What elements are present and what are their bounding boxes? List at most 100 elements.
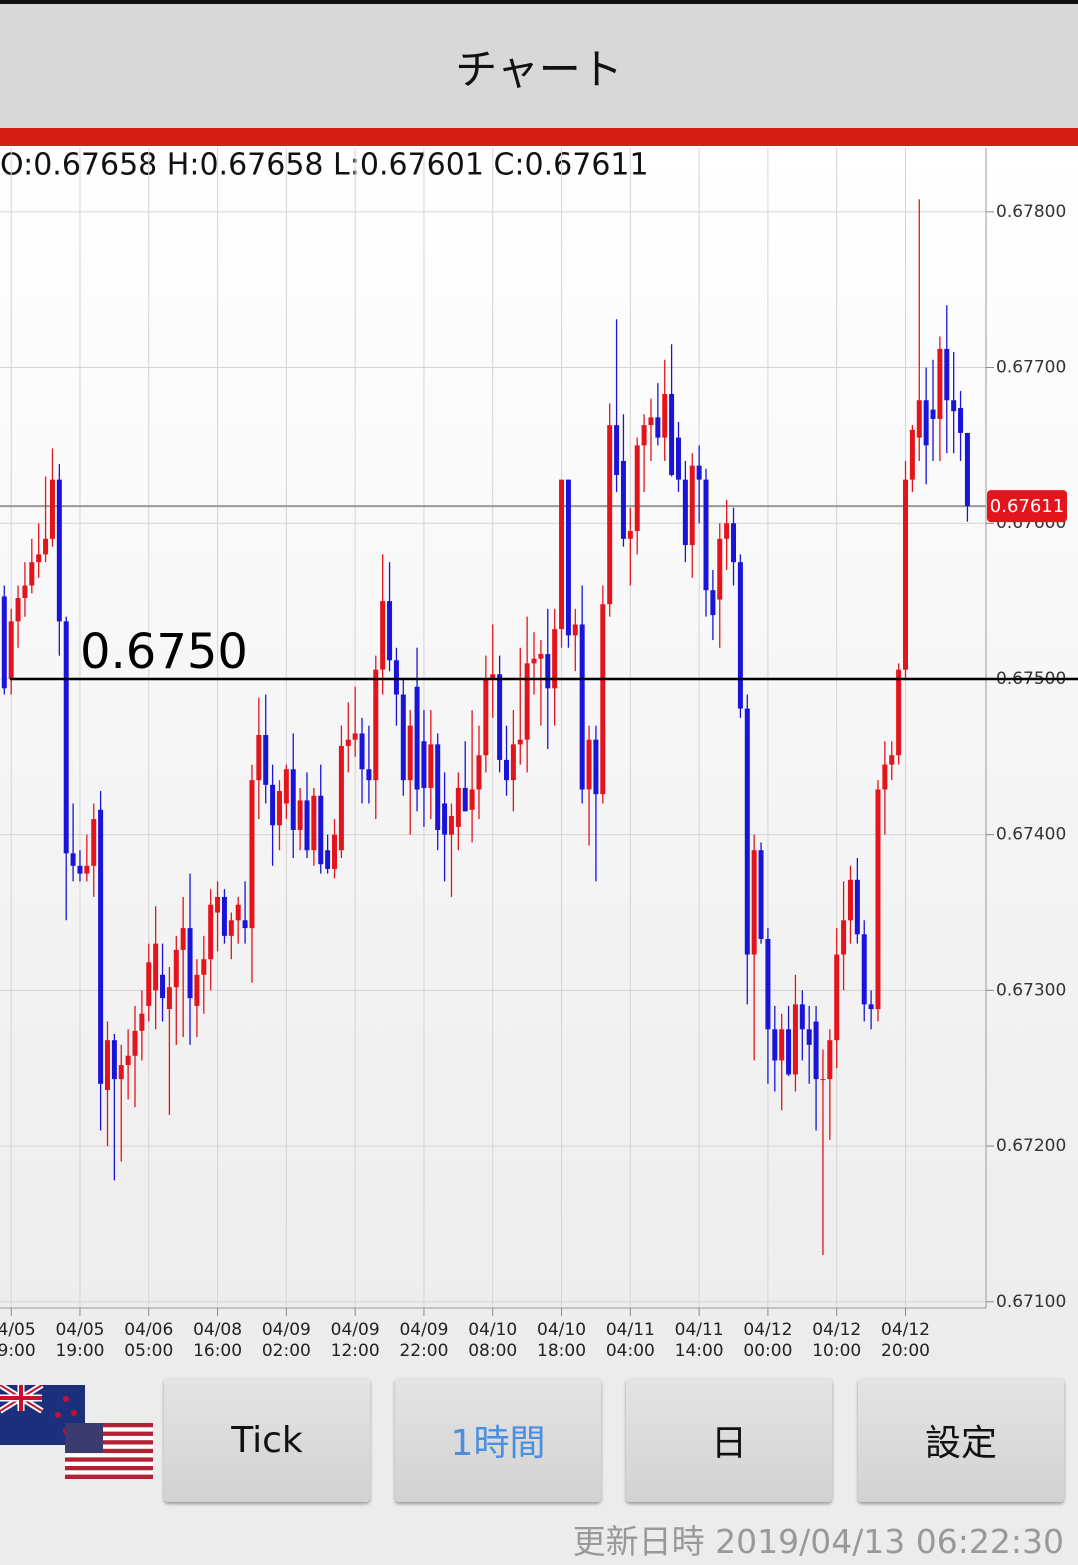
candle-body [552, 629, 558, 689]
candle-body [572, 624, 578, 636]
candle-body [139, 1013, 145, 1031]
x-tick-label: 18:00 [537, 1341, 586, 1361]
candle-body [620, 460, 626, 539]
candle-body [779, 1029, 785, 1061]
candle-body [696, 465, 702, 480]
candle-body [524, 663, 530, 740]
x-tick-label: 10:00 [812, 1341, 861, 1361]
candle-body [751, 850, 757, 955]
candle-body [710, 590, 716, 616]
candle-body [104, 1040, 110, 1091]
candle-body [517, 739, 523, 745]
x-tick-label: 04/10 [468, 1320, 517, 1340]
candle-body [311, 795, 317, 851]
candle-body [160, 974, 166, 999]
candle-body [758, 850, 764, 939]
candle-body [545, 654, 551, 689]
candle-body [889, 755, 895, 765]
y-tick-label: 0.67400 [996, 825, 1066, 845]
x-tick-label: 04/12 [812, 1320, 861, 1340]
candle-body [91, 819, 97, 866]
candle-body [304, 800, 310, 851]
x-tick-label: 12:00 [331, 1341, 380, 1361]
candle-body [882, 764, 888, 790]
current-price-tag [987, 490, 1067, 523]
candle-body [896, 669, 902, 756]
candle-body [744, 708, 750, 955]
x-tick-label: 00:00 [743, 1341, 792, 1361]
flags [0, 1382, 155, 1495]
x-tick-label: 08:00 [468, 1341, 517, 1361]
candle-body [393, 660, 399, 695]
candle-body [903, 479, 909, 670]
candle-body [538, 654, 544, 659]
y-tick-label: 0.67200 [996, 1136, 1066, 1156]
candle-body [648, 417, 654, 426]
candle-body [689, 465, 695, 546]
x-tick-label: 05:00 [124, 1341, 173, 1361]
candle-body [36, 554, 42, 563]
candle-body [435, 744, 441, 830]
candle-body [958, 408, 964, 433]
candle-body [359, 733, 365, 770]
candle-body [338, 745, 344, 851]
candle-body [909, 429, 915, 480]
candle-body [228, 920, 234, 936]
candle-body [930, 409, 936, 419]
candle-body [662, 394, 668, 438]
candle-body [153, 943, 159, 991]
footer: 更新日時 2019/04/13 06:22:30 [572, 1522, 1064, 1561]
period-button[interactable]: 設定 [858, 1378, 1064, 1502]
period-button[interactable]: Tick [164, 1378, 370, 1502]
candle-body [263, 735, 269, 785]
candle-body [827, 1040, 833, 1080]
chart: O:0.67658 H:0.67658 L:0.67601 C:0.67611 … [0, 146, 1078, 1376]
x-tick-label: 04/12 [881, 1320, 930, 1340]
candle-body [476, 755, 482, 790]
y-tick-label: 0.67800 [996, 202, 1066, 222]
candle-body [655, 417, 661, 438]
x-tick-label: 02:00 [262, 1341, 311, 1361]
candle-body [345, 739, 351, 746]
header: チャート [0, 4, 1078, 128]
candle-body [1, 596, 7, 689]
x-tick-label: 04/08 [193, 1320, 242, 1340]
candle-body [614, 425, 620, 475]
period-button[interactable]: 日 [626, 1378, 832, 1502]
candle-body [600, 604, 606, 795]
candle-body [717, 538, 723, 600]
x-tick-label: 04/05 [0, 1320, 36, 1340]
candle-body [242, 920, 248, 929]
candle-body [731, 523, 737, 563]
candle-body [407, 725, 413, 781]
candle-body [290, 769, 296, 830]
candle-body [682, 479, 688, 546]
candle-body [531, 658, 537, 664]
candle-body [510, 744, 516, 781]
chart-background [0, 146, 1078, 1376]
candle-body [799, 1004, 805, 1030]
candle-body [448, 815, 454, 835]
candle-body [861, 934, 867, 1005]
candle-body [56, 479, 62, 622]
header-accent [0, 128, 1078, 146]
candle-body [497, 674, 503, 760]
x-tick-label: 20:00 [881, 1341, 930, 1361]
candle-body [469, 789, 475, 810]
candle-body [22, 585, 28, 598]
candle-body [318, 795, 324, 865]
x-tick-label: 04/09 [262, 1320, 311, 1340]
current-price-label: 0.67611 [990, 496, 1064, 517]
candle-body [387, 601, 393, 661]
candle-body [77, 865, 83, 874]
candle-body [194, 974, 200, 1006]
x-tick-label: 04/09 [331, 1320, 380, 1340]
candle-body [132, 1030, 138, 1056]
candle-body [235, 904, 241, 921]
candle-body [442, 803, 448, 835]
period-button[interactable]: 1時間 [395, 1378, 601, 1502]
candle-body [400, 694, 406, 781]
x-tick-label: 14:00 [675, 1341, 724, 1361]
candle-body [820, 1079, 826, 1081]
